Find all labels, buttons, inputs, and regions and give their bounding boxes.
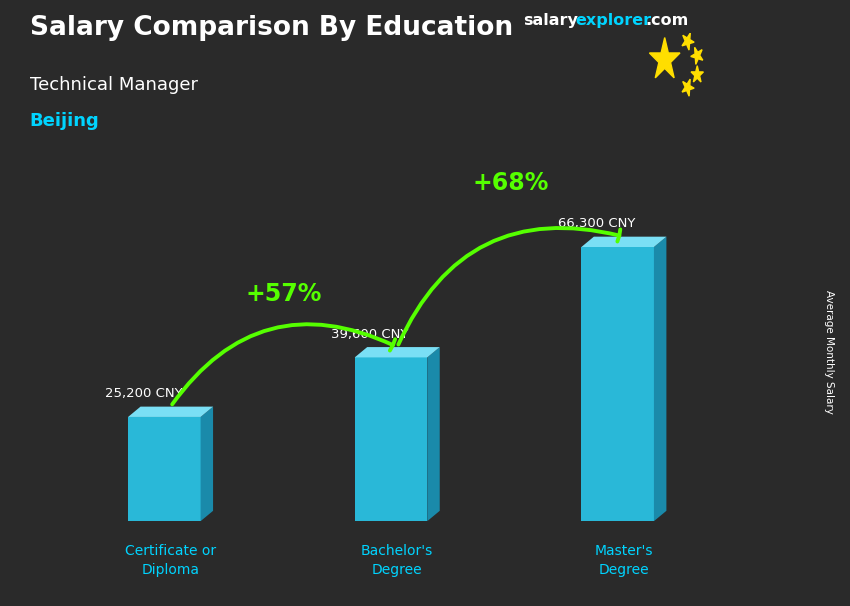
Text: Certificate or
Diploma: Certificate or Diploma	[125, 544, 216, 578]
Text: 66,300 CNY: 66,300 CNY	[558, 218, 636, 230]
Text: .com: .com	[645, 13, 688, 28]
Polygon shape	[654, 237, 666, 521]
Text: Master's
Degree: Master's Degree	[595, 544, 653, 578]
Polygon shape	[691, 65, 704, 82]
Text: Beijing: Beijing	[30, 112, 99, 130]
Polygon shape	[649, 38, 680, 78]
Polygon shape	[691, 47, 703, 64]
Text: 39,600 CNY: 39,600 CNY	[332, 328, 409, 341]
Text: Bachelor's
Degree: Bachelor's Degree	[361, 544, 434, 578]
Text: 25,200 CNY: 25,200 CNY	[105, 387, 182, 401]
Polygon shape	[581, 247, 654, 521]
Polygon shape	[201, 407, 213, 521]
Text: explorer: explorer	[575, 13, 652, 28]
Text: Technical Manager: Technical Manager	[30, 76, 198, 94]
Text: salary: salary	[523, 13, 578, 28]
Text: +68%: +68%	[473, 171, 549, 195]
Polygon shape	[428, 347, 439, 521]
Text: +57%: +57%	[246, 282, 322, 305]
Polygon shape	[354, 358, 428, 521]
Text: Average Monthly Salary: Average Monthly Salary	[824, 290, 834, 413]
Polygon shape	[581, 237, 666, 247]
Polygon shape	[354, 347, 439, 358]
Text: Salary Comparison By Education: Salary Comparison By Education	[30, 15, 513, 41]
Polygon shape	[128, 407, 213, 417]
Polygon shape	[128, 417, 201, 521]
Polygon shape	[682, 79, 694, 96]
Polygon shape	[682, 33, 694, 50]
